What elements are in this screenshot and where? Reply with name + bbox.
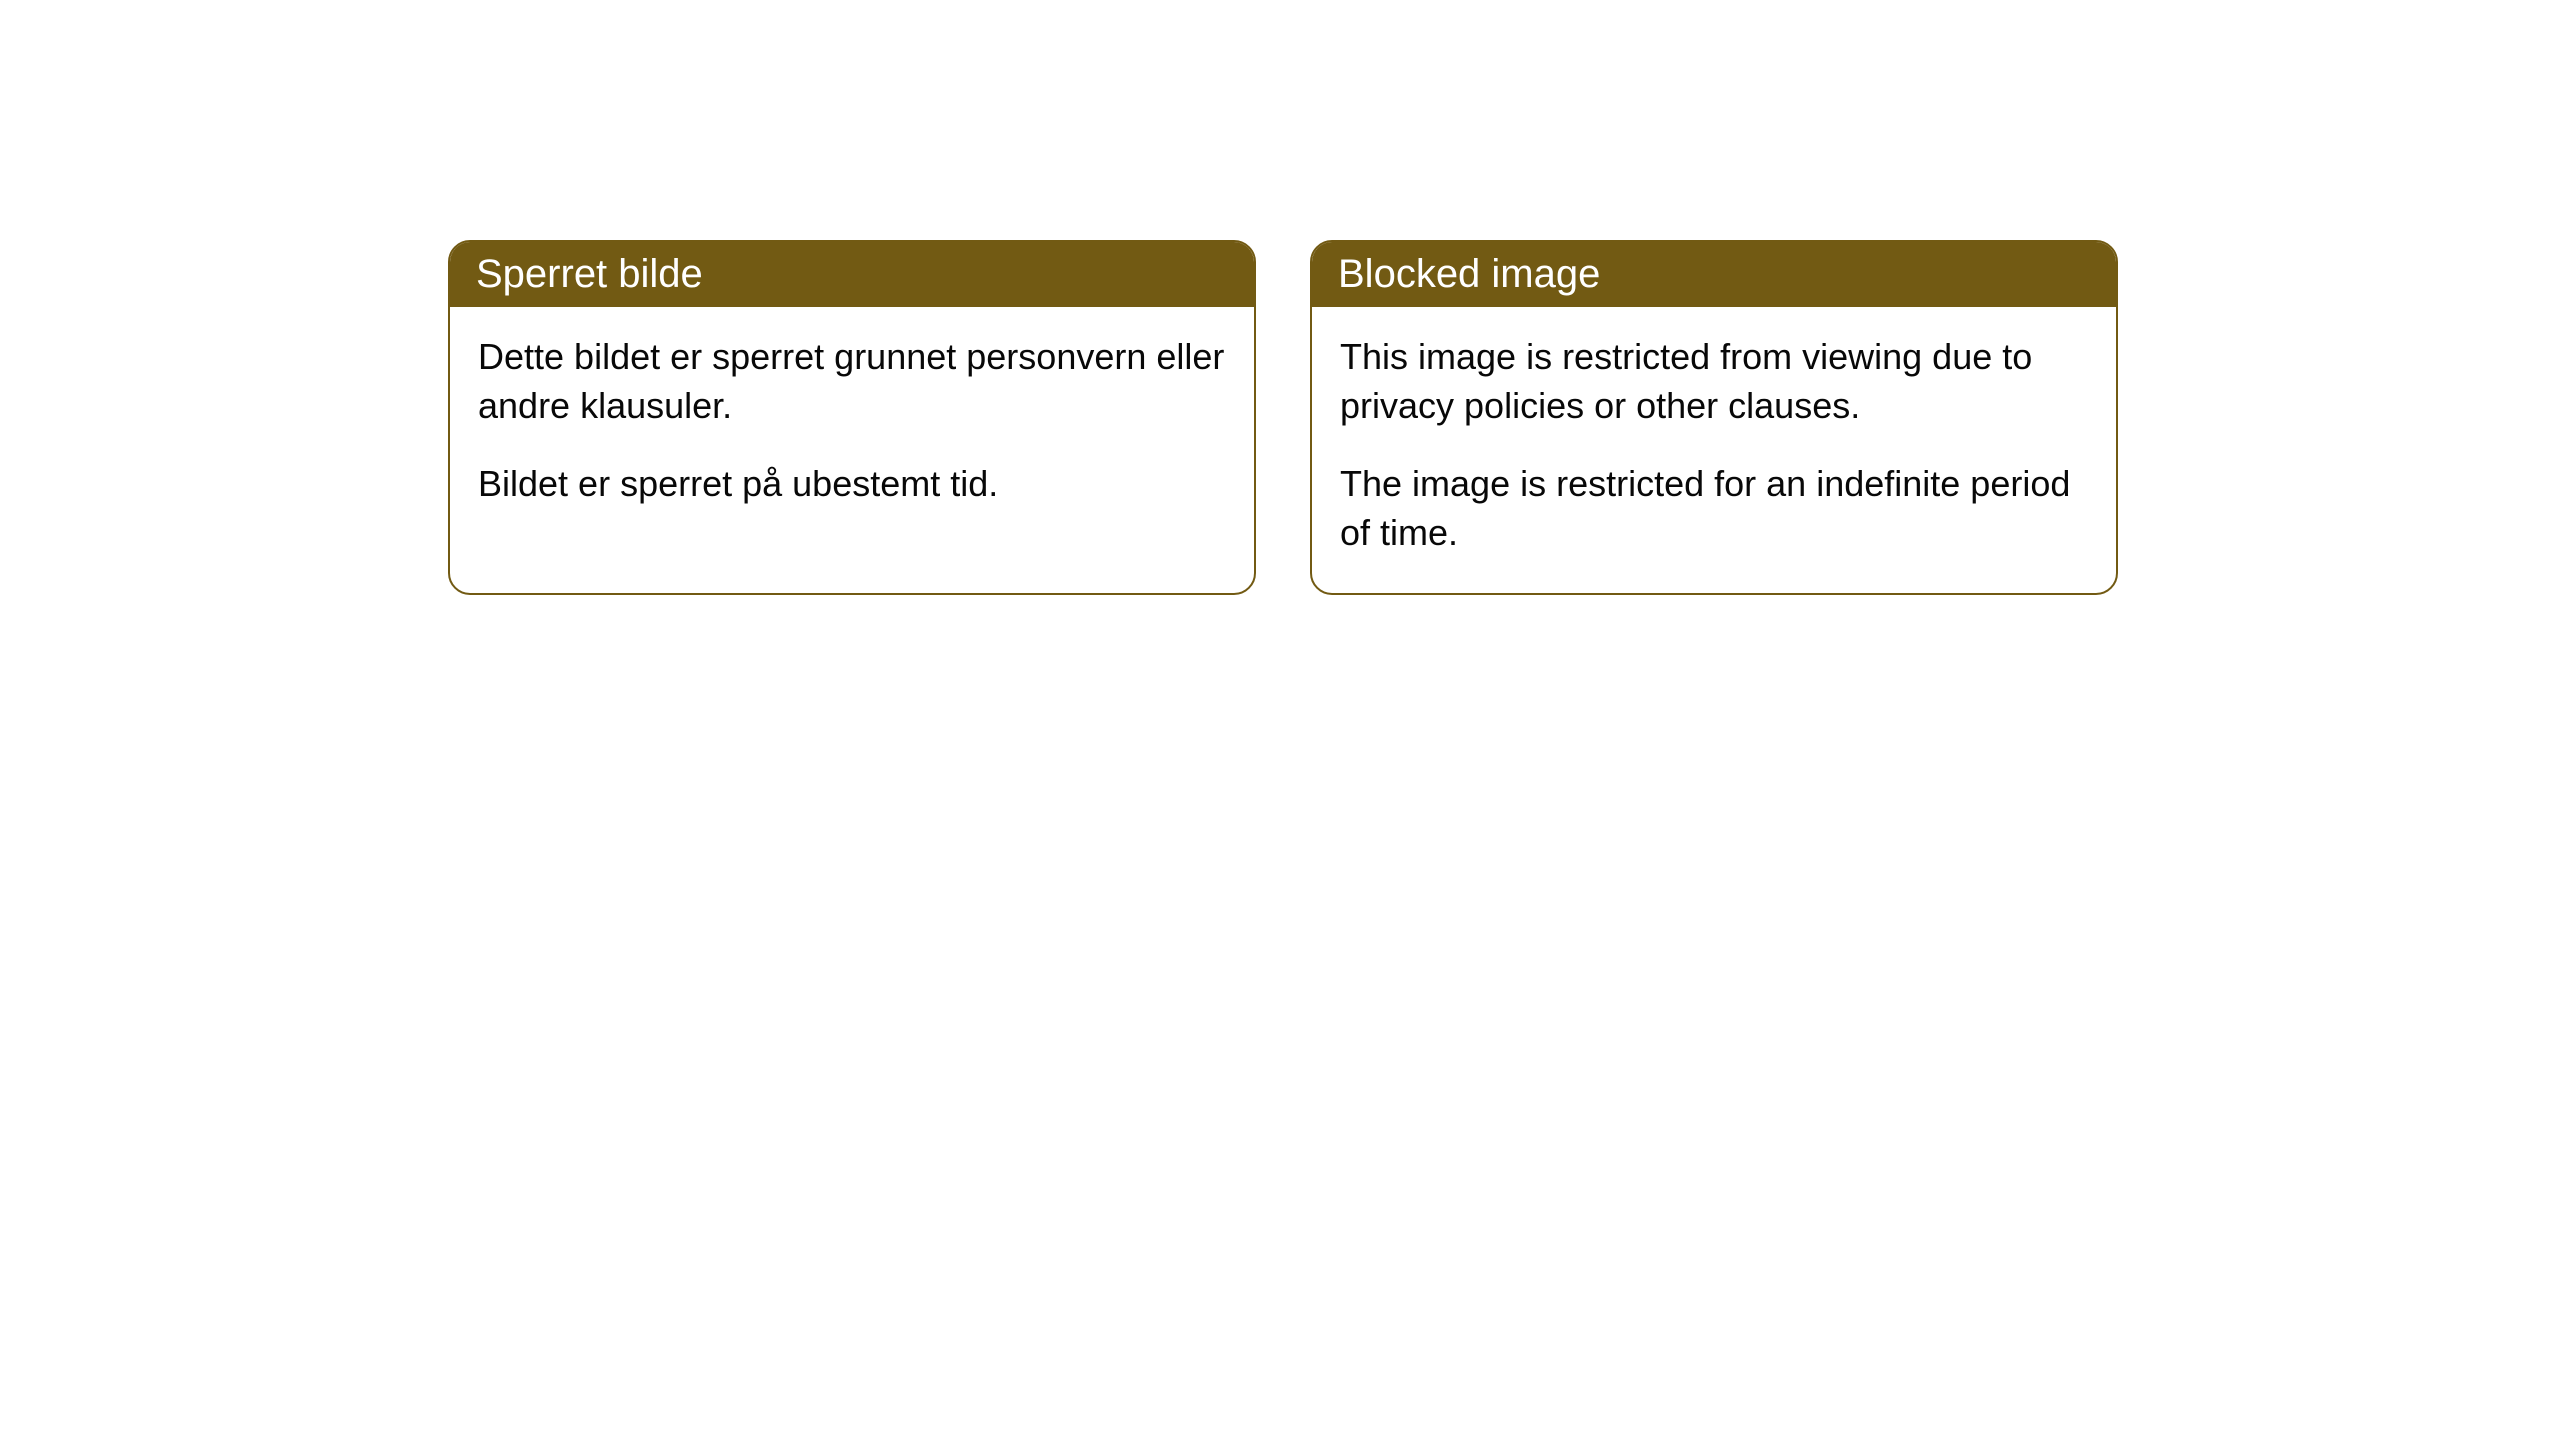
card-paragraph: The image is restricted for an indefinit… <box>1340 460 2088 557</box>
card-paragraph: Bildet er sperret på ubestemt tid. <box>478 460 1226 509</box>
blocked-image-card-no: Sperret bilde Dette bildet er sperret gr… <box>448 240 1256 595</box>
card-paragraph: This image is restricted from viewing du… <box>1340 333 2088 430</box>
card-header: Sperret bilde <box>450 242 1254 307</box>
card-title: Blocked image <box>1338 252 1600 296</box>
notice-cards-container: Sperret bilde Dette bildet er sperret gr… <box>0 0 2560 595</box>
card-body: Dette bildet er sperret grunnet personve… <box>450 307 1254 545</box>
blocked-image-card-en: Blocked image This image is restricted f… <box>1310 240 2118 595</box>
card-body: This image is restricted from viewing du… <box>1312 307 2116 593</box>
card-title: Sperret bilde <box>476 252 703 296</box>
card-paragraph: Dette bildet er sperret grunnet personve… <box>478 333 1226 430</box>
card-header: Blocked image <box>1312 242 2116 307</box>
